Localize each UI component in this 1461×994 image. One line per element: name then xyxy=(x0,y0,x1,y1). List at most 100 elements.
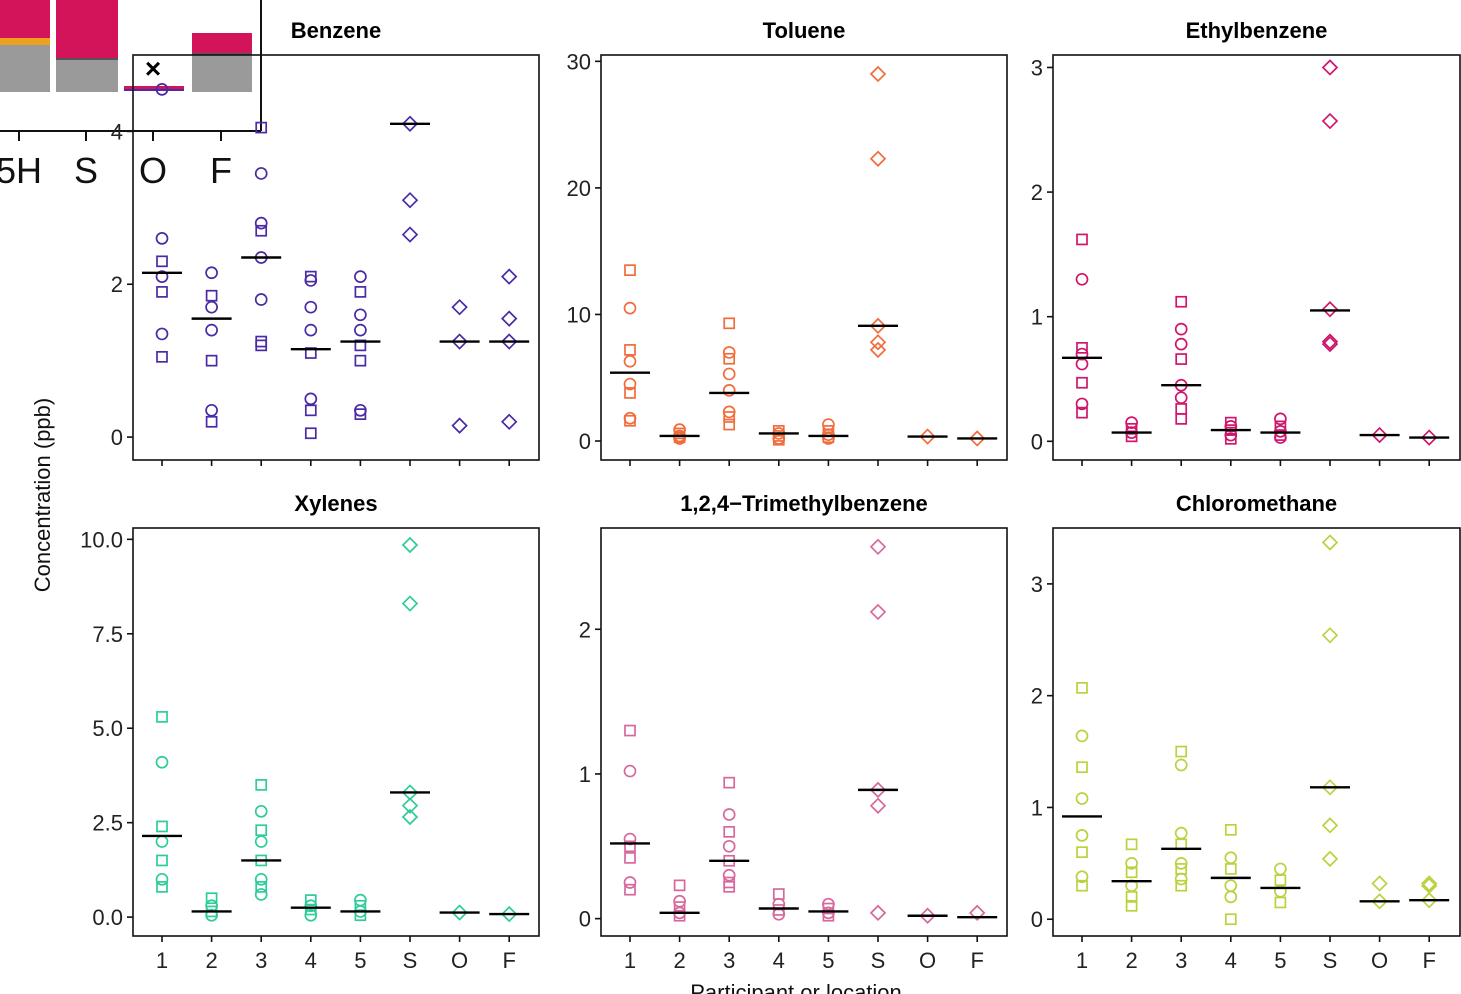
data-point-square xyxy=(1125,891,1138,903)
data-point-square xyxy=(304,903,317,916)
data-point-square xyxy=(1175,745,1188,758)
data-point-circle xyxy=(1075,272,1089,286)
data-point-circle xyxy=(1075,729,1089,743)
data-point-square xyxy=(1076,233,1088,246)
data-point-square xyxy=(1076,846,1088,859)
data-point-square xyxy=(156,854,168,867)
data-point-circle xyxy=(205,323,218,337)
data-point-square xyxy=(1224,863,1237,875)
y-tick-label: 1 xyxy=(579,762,591,787)
data-point-circle xyxy=(722,367,736,381)
data-point-circle xyxy=(155,270,169,283)
data-point-circle xyxy=(254,804,268,818)
data-point-circle xyxy=(254,167,268,180)
inset-bar-4-gray xyxy=(192,55,252,92)
data-point-circle xyxy=(254,872,268,886)
y-tick-label: 2 xyxy=(579,617,591,642)
data-point-circle xyxy=(722,384,736,397)
data-point-square xyxy=(255,224,268,237)
data-point-circle xyxy=(1125,856,1138,870)
data-point-square xyxy=(1125,866,1138,879)
panel-frame xyxy=(600,527,1008,937)
x-tick-label: 2 xyxy=(1125,948,1137,973)
data-point-square xyxy=(822,902,835,915)
data-point-square xyxy=(1076,376,1088,389)
panel-frame xyxy=(1052,527,1461,937)
data-point-circle xyxy=(822,418,835,431)
y-tick-label: 2.5 xyxy=(92,811,123,836)
inset-tick-label-s: S xyxy=(74,150,98,191)
data-point-circle xyxy=(1174,337,1188,351)
data-point-square xyxy=(723,776,736,789)
x-tick-label: F xyxy=(1422,948,1435,973)
data-point-circle xyxy=(623,876,637,889)
data-point-diamond xyxy=(500,268,518,285)
data-point-circle xyxy=(1224,879,1238,893)
data-point-square xyxy=(1125,899,1138,912)
data-point-circle xyxy=(623,354,637,368)
inset-tick-label-f: F xyxy=(210,150,232,191)
data-point-diamond xyxy=(451,333,468,350)
data-point-diamond xyxy=(869,341,887,359)
data-point-square xyxy=(255,881,268,893)
panel-title: 1,2,4−Trimethylbenzene xyxy=(680,491,928,516)
data-point-diamond xyxy=(1321,534,1339,551)
data-point-diamond xyxy=(451,298,468,316)
data-point-square xyxy=(1125,838,1138,851)
panel-title: Ethylbenzene xyxy=(1186,18,1328,43)
data-point-circle xyxy=(254,835,268,848)
data-point-diamond xyxy=(1321,627,1339,644)
data-point-square xyxy=(156,820,168,833)
data-point-diamond xyxy=(401,808,419,826)
x-tick-label: 5 xyxy=(354,948,366,973)
inset-bar-2-magenta xyxy=(56,0,118,58)
data-point-circle xyxy=(1075,870,1089,884)
data-point-circle xyxy=(254,888,268,901)
data-point-diamond xyxy=(500,333,518,350)
data-point-circle xyxy=(155,232,169,245)
y-tick-label: 0 xyxy=(1031,429,1043,454)
data-point-circle xyxy=(623,301,637,315)
data-point-square xyxy=(354,408,367,421)
data-point-square xyxy=(205,354,218,367)
data-point-circle xyxy=(354,308,367,322)
panel-grid: Benzene024Toluene0102030Ethylbenzene0123… xyxy=(80,18,1461,973)
data-point-square xyxy=(673,909,686,922)
data-point-circle xyxy=(254,216,268,230)
data-point-square xyxy=(156,350,168,363)
inset-bar-panel: × 5H S O F xyxy=(0,0,262,191)
data-point-diamond xyxy=(1420,892,1438,909)
data-point-circle xyxy=(155,83,169,96)
data-point-circle xyxy=(1224,851,1238,865)
data-point-square xyxy=(156,255,168,268)
data-point-square xyxy=(772,433,785,446)
data-point-square xyxy=(624,840,636,853)
data-point-diamond xyxy=(869,781,887,799)
data-point-circle xyxy=(205,266,218,280)
data-point-circle xyxy=(722,808,736,821)
data-point-diamond xyxy=(1321,112,1339,130)
data-point-square xyxy=(205,892,218,905)
data-point-circle xyxy=(623,377,637,391)
data-point-circle xyxy=(354,323,367,337)
inset-tick-label-o: O xyxy=(139,150,167,191)
panel-title: Chloromethane xyxy=(1176,491,1337,516)
data-point-square xyxy=(304,427,317,440)
data-point-circle xyxy=(205,403,218,417)
x-tick-label: 2 xyxy=(673,948,685,973)
data-point-diamond xyxy=(500,413,518,430)
y-tick-label: 0 xyxy=(1031,907,1043,932)
y-tick-label: 0.0 xyxy=(92,905,123,930)
data-point-square xyxy=(255,121,268,134)
panel-title: Toluene xyxy=(763,18,846,43)
data-point-square xyxy=(205,415,218,428)
data-point-circle xyxy=(304,300,318,314)
x-axis-label: Participant or location xyxy=(690,980,902,994)
panel-benzene: Benzene 0 2 4 xyxy=(111,18,540,466)
data-point-circle xyxy=(205,300,218,314)
data-point-circle xyxy=(1274,862,1287,876)
data-point-circle xyxy=(1075,829,1089,842)
data-point-diamond xyxy=(1321,850,1339,868)
data-point-circle xyxy=(304,392,318,406)
data-point-square xyxy=(723,825,736,838)
